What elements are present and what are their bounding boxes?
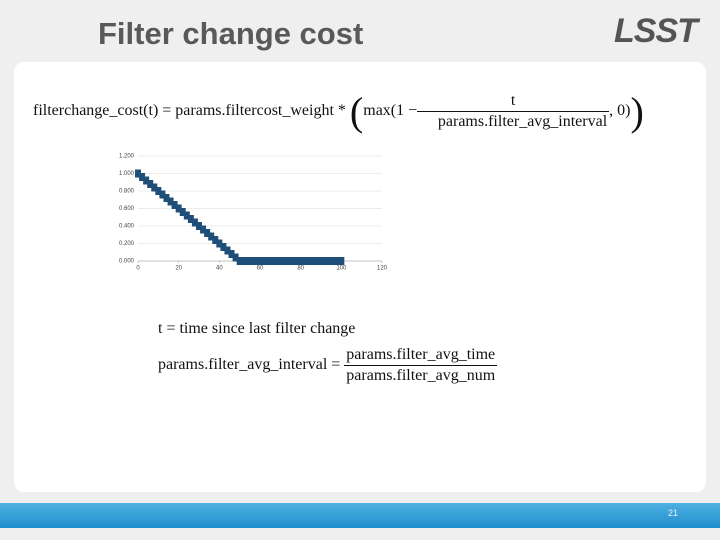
x-tick-label: 60 — [257, 266, 264, 272]
marker — [265, 257, 272, 265]
numerator: t — [510, 92, 516, 109]
marker — [212, 236, 219, 244]
marker — [163, 194, 170, 202]
x-tick-label: 80 — [297, 266, 304, 272]
marker — [318, 257, 324, 265]
equation-text: params.filter_avg_interval = — [158, 356, 341, 374]
marker — [147, 180, 154, 188]
marker — [228, 250, 235, 258]
logo: LSST — [614, 12, 698, 50]
marker — [167, 197, 174, 206]
marker — [196, 222, 202, 230]
marker — [257, 257, 263, 265]
marker — [208, 232, 215, 241]
y-tick-label: 0.000 — [119, 259, 135, 265]
marker — [200, 225, 207, 234]
marker — [297, 257, 304, 265]
marker — [240, 257, 247, 265]
marker — [309, 257, 316, 265]
denominator: params.filter_avg_num — [344, 365, 498, 384]
marker — [301, 257, 308, 265]
marker — [305, 257, 312, 265]
marker — [273, 257, 280, 265]
marker — [326, 257, 333, 265]
y-tick-label: 0.800 — [119, 189, 135, 195]
marker — [224, 246, 231, 255]
marker — [155, 187, 162, 195]
marker — [191, 218, 198, 227]
marker — [293, 257, 300, 265]
numerator: params.filter_avg_time — [346, 346, 496, 363]
marker — [216, 239, 223, 248]
slide-title: Filter change cost — [98, 16, 364, 51]
x-tick-label: 40 — [216, 266, 223, 272]
marker — [261, 257, 268, 265]
x-tick-label: 20 — [175, 266, 182, 272]
marker — [338, 257, 345, 265]
y-tick-label: 1.000 — [119, 171, 135, 177]
page-number: 21 — [668, 508, 679, 518]
marker — [236, 257, 243, 265]
marker — [244, 257, 251, 265]
marker — [171, 201, 178, 209]
marker — [252, 257, 259, 265]
marker — [313, 257, 320, 265]
content-panel — [14, 62, 706, 492]
marker — [204, 229, 211, 237]
equation-text: filterchange_cost(t) = params.filtercost… — [33, 102, 346, 120]
denominator: params.filter_avg_interval — [417, 111, 610, 131]
marker — [179, 208, 186, 216]
marker — [334, 257, 341, 265]
marker — [330, 257, 337, 265]
marker — [175, 204, 182, 213]
marker — [277, 257, 284, 265]
y-tick-label: 0.200 — [119, 241, 135, 247]
marker — [220, 243, 227, 251]
x-tick-label: 100 — [336, 266, 347, 272]
marker — [322, 257, 329, 265]
chart: 0.000 0.200 0.400 0.600 0.800 1.000 1.200 0 20 40… — [119, 154, 388, 272]
marker — [143, 176, 150, 185]
equation: t = time since last filter change — [158, 320, 356, 337]
equation-text: max(1 − — [363, 102, 418, 120]
marker — [269, 257, 276, 265]
equation: params.filter_avg_interval = params.filt… — [158, 346, 498, 385]
marker — [183, 211, 190, 220]
marker — [281, 257, 288, 265]
footer-band — [0, 503, 720, 528]
marker — [248, 257, 255, 265]
marker — [232, 253, 239, 262]
marker — [187, 215, 194, 223]
y-tick-label: 0.600 — [119, 206, 135, 212]
x-tick-label: 120 — [377, 266, 388, 272]
y-tick-label: 0.400 — [119, 224, 135, 230]
marker — [285, 257, 292, 265]
marker — [135, 169, 141, 178]
marker — [151, 183, 158, 192]
y-tick-label: 1.200 — [119, 154, 135, 160]
equation: filterchange_cost(t) = params.filtercost… — [33, 89, 644, 134]
x-tick-label: 0 — [136, 266, 140, 272]
equation-text: , 0) — [609, 102, 631, 120]
marker — [289, 257, 296, 265]
marker — [159, 190, 166, 199]
marker — [139, 173, 146, 181]
